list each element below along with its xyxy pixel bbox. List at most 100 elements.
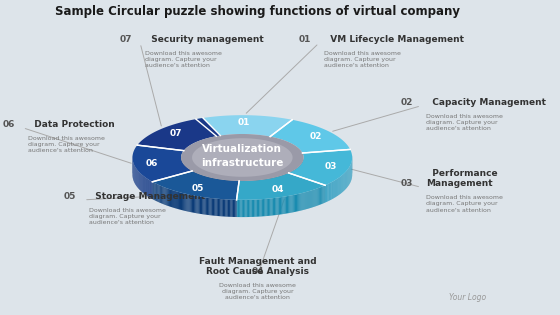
Polygon shape — [276, 177, 278, 194]
Polygon shape — [215, 179, 217, 196]
Polygon shape — [322, 186, 323, 204]
Polygon shape — [200, 197, 201, 214]
Polygon shape — [256, 199, 258, 217]
Polygon shape — [145, 177, 146, 195]
Polygon shape — [251, 180, 253, 198]
Polygon shape — [199, 196, 200, 214]
Polygon shape — [166, 188, 167, 206]
Polygon shape — [324, 185, 325, 203]
Polygon shape — [186, 194, 188, 211]
Polygon shape — [249, 181, 251, 198]
Polygon shape — [208, 198, 209, 215]
Polygon shape — [294, 195, 295, 212]
Polygon shape — [244, 200, 245, 217]
Polygon shape — [292, 171, 293, 189]
Polygon shape — [240, 200, 241, 217]
Polygon shape — [259, 199, 260, 217]
Polygon shape — [265, 199, 267, 216]
Polygon shape — [231, 200, 233, 217]
Polygon shape — [198, 174, 199, 192]
Polygon shape — [269, 198, 270, 216]
Polygon shape — [302, 193, 304, 210]
Polygon shape — [161, 186, 162, 203]
Polygon shape — [331, 182, 332, 200]
Polygon shape — [209, 177, 211, 195]
Text: 05: 05 — [64, 192, 76, 201]
Polygon shape — [174, 191, 175, 208]
Polygon shape — [238, 200, 239, 217]
Polygon shape — [219, 199, 220, 216]
Polygon shape — [300, 193, 301, 211]
Text: Download this awesome
diagram. Capture your
audience's attention: Download this awesome diagram. Capture y… — [145, 51, 222, 68]
Polygon shape — [327, 184, 328, 202]
Polygon shape — [151, 181, 152, 199]
Polygon shape — [306, 192, 307, 209]
Polygon shape — [184, 193, 185, 211]
Polygon shape — [280, 175, 282, 193]
Text: 05: 05 — [192, 184, 204, 193]
Polygon shape — [293, 170, 295, 188]
Polygon shape — [264, 199, 265, 216]
Polygon shape — [278, 198, 279, 215]
Polygon shape — [254, 199, 255, 217]
Polygon shape — [267, 179, 269, 196]
Polygon shape — [222, 180, 225, 197]
Polygon shape — [152, 182, 153, 199]
Polygon shape — [282, 175, 283, 193]
Polygon shape — [170, 189, 171, 207]
Polygon shape — [154, 183, 155, 200]
Text: VM Lifecycle Management: VM Lifecycle Management — [324, 35, 464, 44]
Polygon shape — [185, 194, 186, 211]
Polygon shape — [288, 196, 290, 213]
Polygon shape — [250, 200, 251, 217]
Polygon shape — [199, 174, 201, 192]
Polygon shape — [178, 192, 179, 209]
Polygon shape — [165, 188, 166, 205]
Polygon shape — [217, 179, 220, 197]
Polygon shape — [245, 200, 246, 217]
Polygon shape — [290, 171, 292, 189]
Polygon shape — [216, 198, 217, 216]
Polygon shape — [179, 192, 180, 209]
Polygon shape — [260, 180, 263, 197]
Polygon shape — [283, 197, 284, 214]
Polygon shape — [236, 200, 238, 217]
Polygon shape — [274, 198, 275, 215]
Text: Fault Management and
Root Cause Analysis: Fault Management and Root Cause Analysis — [199, 257, 316, 276]
Polygon shape — [236, 173, 325, 200]
Polygon shape — [339, 177, 340, 195]
Polygon shape — [251, 200, 253, 217]
Polygon shape — [211, 178, 213, 195]
Polygon shape — [167, 188, 168, 206]
Polygon shape — [193, 195, 194, 213]
Polygon shape — [234, 181, 236, 198]
Polygon shape — [299, 166, 300, 184]
Polygon shape — [201, 175, 203, 193]
Polygon shape — [227, 199, 228, 217]
Polygon shape — [207, 177, 209, 194]
Polygon shape — [233, 200, 234, 217]
Text: 04: 04 — [251, 267, 264, 276]
Polygon shape — [229, 199, 230, 217]
Polygon shape — [163, 187, 164, 204]
Polygon shape — [173, 190, 174, 208]
Polygon shape — [193, 171, 194, 189]
Text: 03: 03 — [401, 179, 413, 188]
Polygon shape — [274, 177, 276, 195]
Polygon shape — [297, 194, 298, 211]
Polygon shape — [268, 198, 269, 216]
Polygon shape — [337, 179, 338, 196]
Polygon shape — [292, 195, 293, 213]
Polygon shape — [297, 168, 298, 186]
Polygon shape — [298, 194, 299, 211]
Polygon shape — [241, 200, 243, 217]
Polygon shape — [277, 198, 278, 215]
Polygon shape — [320, 187, 321, 205]
Polygon shape — [176, 191, 177, 209]
Polygon shape — [197, 196, 198, 213]
Polygon shape — [332, 181, 333, 199]
Polygon shape — [285, 174, 287, 192]
Polygon shape — [177, 192, 178, 209]
Polygon shape — [218, 199, 219, 216]
Polygon shape — [223, 199, 224, 216]
